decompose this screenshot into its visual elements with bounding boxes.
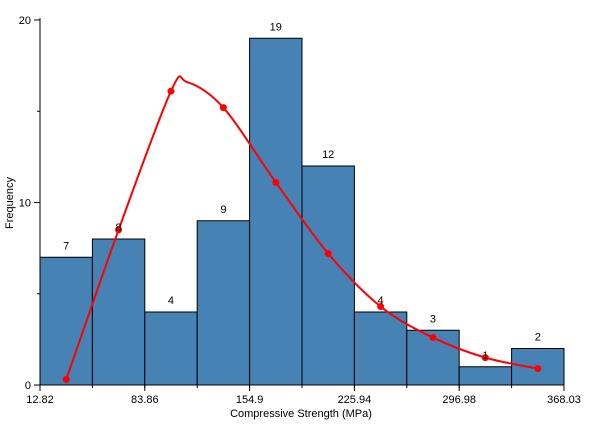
histogram-bar <box>39 256 93 386</box>
x-tick-label: 83.86 <box>131 394 159 406</box>
histogram-bar <box>458 366 513 386</box>
bar-data-label: 19 <box>270 21 282 33</box>
curve-point <box>219 104 227 112</box>
curve-point <box>272 178 280 186</box>
y-axis-title: Frequency <box>4 177 16 229</box>
bar-data-label: 12 <box>322 149 334 161</box>
x-tick-label: 225.94 <box>338 394 372 406</box>
bar-data-label: 7 <box>63 240 69 252</box>
histogram-bar <box>144 311 198 386</box>
y-tick-label: 0 <box>25 380 31 392</box>
bar-data-label: 4 <box>378 295 384 307</box>
curve-point <box>62 376 70 384</box>
histogram-bar <box>353 311 408 386</box>
bar-data-label: 3 <box>430 313 436 325</box>
histogram-bar <box>249 37 303 386</box>
curve-point <box>167 87 175 95</box>
x-tick-label: 368.03 <box>547 394 581 406</box>
histogram-bar <box>91 238 146 386</box>
bar-data-label: 8 <box>116 222 122 234</box>
histogram-bar <box>196 220 251 386</box>
axes: 0 10 20 12.82 83.86 154.9 225.94 296.98 368.03 <box>19 15 581 406</box>
bar-data-label: 1 <box>482 350 488 362</box>
curve-point <box>481 354 489 362</box>
y-tick-label: 10 <box>19 198 31 210</box>
curve-point <box>377 303 385 311</box>
bar-data-label: 2 <box>535 332 541 344</box>
bar-data-label: 4 <box>168 295 174 307</box>
bar-data-label: 9 <box>220 204 226 216</box>
curve-point <box>115 226 123 234</box>
x-axis-title: Compressive Strength (MPa) <box>230 408 372 420</box>
histogram-bar <box>301 165 355 386</box>
x-tick-label: 154.9 <box>236 394 264 406</box>
bars-layer <box>39 37 565 386</box>
x-tick-label: 296.98 <box>442 394 476 406</box>
curve-point <box>429 334 437 342</box>
y-tick-label: 20 <box>19 15 31 27</box>
distribution-curve <box>62 75 542 384</box>
curve-point <box>324 250 332 258</box>
x-tick-label: 12.82 <box>26 394 54 406</box>
curve-point <box>534 365 542 373</box>
